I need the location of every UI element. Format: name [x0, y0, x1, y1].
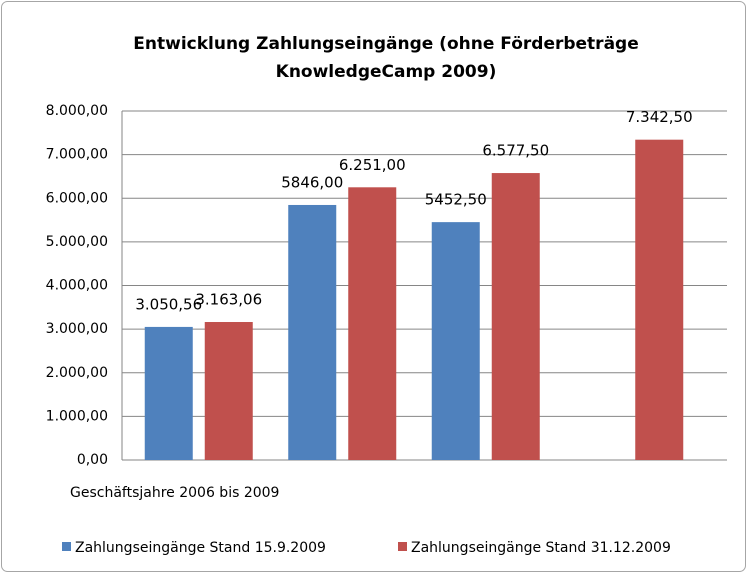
- y-tick-label: 5.000,00: [46, 234, 108, 250]
- y-tick-label: 3.000,00: [46, 321, 108, 337]
- bar: [431, 222, 480, 460]
- data-label: 6.577,50: [482, 142, 549, 160]
- chart-title: KnowledgeCamp 2009): [276, 62, 497, 82]
- bar: [635, 139, 684, 460]
- legend-swatch: [398, 542, 407, 551]
- y-tick-label: 0,00: [77, 452, 108, 468]
- bar: [144, 326, 193, 460]
- y-tick-label: 8.000,00: [46, 103, 108, 119]
- y-tick-label: 1.000,00: [46, 408, 108, 424]
- data-label: 3.050,56: [135, 295, 202, 313]
- bar: [204, 322, 253, 460]
- y-tick-label: 6.000,00: [46, 190, 108, 206]
- data-label: 7.342,50: [626, 108, 693, 126]
- y-tick-label: 4.000,00: [46, 278, 108, 294]
- bar: [288, 204, 337, 460]
- bar: [348, 187, 397, 461]
- data-label: 6.251,00: [339, 156, 406, 174]
- legend-label: Zahlungseingänge Stand 15.9.2009: [75, 540, 326, 556]
- data-label: 5452,50: [425, 191, 487, 209]
- y-tick-label: 7.000,00: [46, 147, 108, 163]
- y-tick-label: 2.000,00: [46, 365, 108, 381]
- data-label: 5846,00: [281, 173, 343, 191]
- legend-swatch: [62, 542, 71, 551]
- x-axis-label: Geschäftsjahre 2006 bis 2009: [70, 485, 279, 501]
- legend-label: Zahlungseingänge Stand 31.12.2009: [411, 540, 671, 556]
- data-label: 3.163,06: [195, 291, 262, 309]
- chart-title: Entwicklung Zahlungseingänge (ohne Förde…: [133, 34, 638, 54]
- bar: [491, 173, 540, 460]
